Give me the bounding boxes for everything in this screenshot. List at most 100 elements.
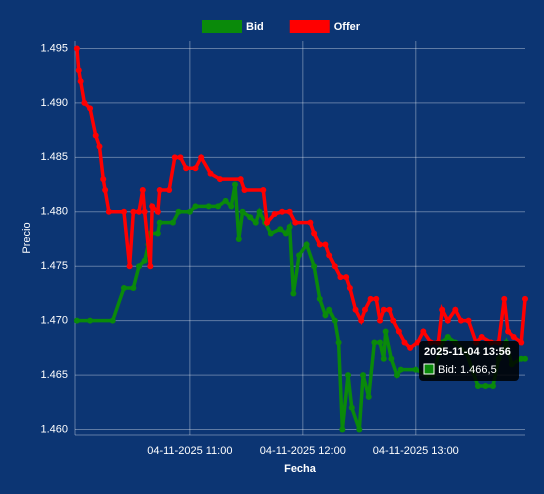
data-point (505, 328, 512, 335)
data-point (247, 214, 254, 221)
data-point (322, 241, 329, 248)
data-point (169, 219, 176, 226)
data-point (277, 226, 284, 233)
data-point (401, 339, 408, 346)
y-tick-label: 1.460 (40, 423, 68, 435)
data-point (109, 317, 116, 324)
data-point (377, 317, 384, 324)
y-tick-label: 1.490 (40, 97, 68, 109)
y-tick-label: 1.465 (40, 369, 68, 381)
data-point (282, 230, 289, 237)
data-point (77, 78, 84, 85)
data-point (326, 252, 333, 259)
data-point (136, 263, 143, 270)
data-point (311, 230, 318, 237)
data-point (81, 99, 88, 106)
x-tick-label: 04-11-2025 11:00 (147, 445, 232, 457)
data-point (331, 317, 338, 324)
data-point (356, 426, 363, 433)
data-point (73, 317, 80, 324)
data-point (267, 230, 274, 237)
x-tick-label: 04-11-2025 13:00 (373, 445, 459, 457)
data-point (326, 306, 333, 313)
data-point (175, 208, 182, 215)
data-point (73, 45, 80, 52)
data-point (222, 197, 229, 204)
legend-item[interactable]: Offer (289, 20, 361, 33)
data-point (75, 67, 82, 74)
data-point (489, 383, 496, 389)
data-point (286, 208, 293, 215)
data-point (352, 306, 359, 313)
data-point (147, 263, 154, 270)
tooltip-label: Bid: 1.466,5 (438, 364, 497, 376)
legend-swatch (289, 20, 330, 33)
data-point (335, 339, 342, 346)
data-point (156, 187, 163, 193)
data-point (120, 208, 127, 215)
legend-item[interactable]: Bid (202, 20, 264, 33)
data-point (171, 154, 178, 161)
data-point (390, 317, 397, 324)
data-point (373, 295, 380, 302)
data-point (478, 334, 485, 340)
data-point (386, 306, 393, 313)
y-tick-label: 1.480 (40, 206, 68, 218)
data-point (216, 176, 223, 183)
data-point (87, 105, 94, 112)
data-point (367, 295, 374, 302)
data-point (345, 372, 352, 379)
y-tick-label: 1.495 (40, 42, 68, 54)
data-point (444, 334, 451, 340)
data-point (365, 393, 372, 400)
tooltip: 2025-11-04 13:56 Bid: 1.466,5 (419, 341, 519, 381)
data-point (126, 263, 133, 270)
y-tick-label: 1.470 (40, 315, 68, 327)
data-point (337, 274, 344, 281)
data-point (156, 219, 163, 226)
data-point (149, 203, 156, 210)
data-point (271, 210, 278, 217)
legend: Bid Offer (202, 20, 361, 33)
data-point (371, 339, 378, 346)
data-point (380, 306, 387, 313)
data-point (420, 328, 427, 335)
data-point (252, 219, 259, 226)
data-point (241, 187, 248, 193)
data-point (228, 203, 235, 210)
data-point (522, 355, 528, 362)
x-axis-label: Fecha (284, 463, 317, 475)
data-point (501, 295, 508, 302)
data-point (154, 208, 161, 215)
data-point (183, 165, 190, 172)
data-point (237, 176, 244, 183)
data-point (130, 285, 137, 291)
data-point (96, 143, 103, 150)
data-point (141, 257, 148, 264)
data-point (154, 230, 161, 237)
data-point (102, 187, 109, 193)
data-point (166, 187, 173, 193)
data-point (105, 208, 112, 215)
data-point (264, 219, 271, 226)
data-point (360, 372, 367, 379)
data-point (346, 285, 353, 291)
data-point (279, 208, 286, 215)
data-point (457, 317, 464, 324)
data-point (316, 295, 323, 302)
data-point (303, 241, 310, 248)
data-point (130, 208, 137, 215)
data-point (87, 317, 94, 324)
data-point (139, 187, 146, 193)
data-point (177, 154, 184, 161)
data-point (205, 203, 212, 210)
x-tick-label: 04-11-2025 12:00 (260, 445, 346, 457)
data-point (215, 203, 222, 210)
data-point (286, 224, 293, 231)
data-point (136, 208, 143, 215)
data-point (292, 219, 299, 226)
y-tick-label: 1.475 (40, 260, 68, 272)
data-point (465, 317, 472, 324)
